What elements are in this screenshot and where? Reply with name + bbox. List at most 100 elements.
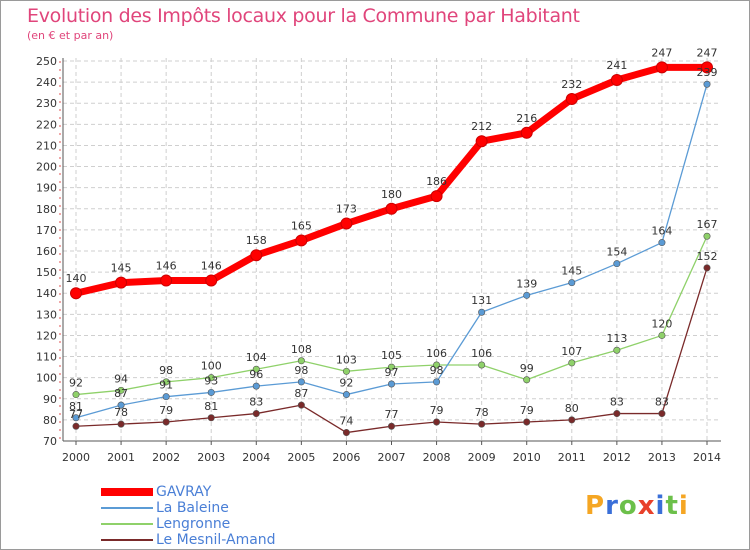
data-label-lengronne: 120 [651, 317, 672, 330]
y-tick-label: 190 [36, 182, 57, 195]
logo-letter: i [655, 491, 666, 521]
point-la-baleine [117, 401, 125, 409]
point-lengronne [252, 365, 260, 373]
data-label-gavray: 247 [651, 46, 672, 59]
data-label-gavray: 146 [201, 260, 222, 273]
point-le-mesnil-amand [703, 264, 711, 272]
data-label-le-mesnil-amand: 79 [159, 404, 173, 417]
point-la-baleine [387, 380, 395, 388]
point-la-baleine [433, 378, 441, 386]
legend-label-gavray: GAVRAY [156, 484, 212, 500]
y-tick-label: 130 [36, 308, 57, 321]
point-la-baleine [658, 239, 666, 247]
point-le-mesnil-amand [72, 422, 80, 430]
point-lengronne [162, 378, 170, 386]
x-tick-label: 2004 [242, 451, 270, 464]
point-la-baleine [703, 80, 711, 88]
data-label-gavray: 146 [156, 260, 177, 273]
logo-letter: P [585, 491, 606, 521]
data-label-le-mesnil-amand: 77 [69, 408, 83, 421]
point-gavray [205, 274, 218, 287]
point-gavray [701, 61, 713, 74]
x-tick-label: 2000 [62, 451, 90, 464]
point-le-mesnil-amand [568, 416, 576, 424]
x-tick-label: 2009 [468, 451, 496, 464]
point-lengronne [433, 361, 441, 369]
data-label-lengronne: 105 [381, 349, 402, 362]
y-tick-label: 200 [36, 161, 57, 174]
point-le-mesnil-amand [117, 420, 125, 428]
point-gavray [475, 135, 488, 148]
data-label-la-baleine: 87 [114, 387, 128, 400]
point-lengronne [523, 376, 531, 384]
y-tick-label: 140 [36, 287, 57, 300]
data-label-lengronne: 104 [246, 351, 267, 364]
data-label-le-mesnil-amand: 83 [655, 396, 669, 409]
chart-subtitle: (en € et par an) [27, 29, 114, 42]
x-tick-label: 2008 [423, 451, 451, 464]
point-lengronne [342, 367, 350, 375]
x-tick-label: 2005 [287, 451, 315, 464]
point-lengronne [658, 331, 666, 339]
y-tick-label: 240 [36, 76, 57, 89]
data-label-la-baleine: 145 [561, 265, 582, 278]
data-label-gavray: 232 [561, 78, 582, 91]
data-label-la-baleine: 154 [606, 246, 627, 259]
logo-letter: o [618, 491, 638, 521]
point-le-mesnil-amand [433, 418, 441, 426]
point-lengronne [703, 232, 711, 240]
point-gavray [70, 287, 82, 300]
point-gavray [430, 190, 443, 203]
data-label-lengronne: 113 [606, 332, 627, 345]
x-tick-label: 2002 [152, 451, 180, 464]
x-tick-label: 2001 [107, 451, 135, 464]
point-gavray [115, 276, 128, 289]
logo-letter: t [665, 491, 679, 521]
y-tick-label: 210 [36, 139, 57, 152]
data-label-le-mesnil-amand: 78 [475, 406, 489, 419]
data-label-le-mesnil-amand: 79 [520, 404, 534, 417]
data-label-gavray: 173 [336, 203, 357, 216]
point-le-mesnil-amand [297, 401, 305, 409]
data-label-le-mesnil-amand: 79 [430, 404, 444, 417]
x-tick-label: 2014 [693, 451, 721, 464]
y-tick-label: 120 [36, 329, 57, 342]
point-le-mesnil-amand [252, 410, 260, 418]
data-label-la-baleine: 239 [697, 66, 718, 79]
legend-swatch-lengronne [101, 523, 153, 525]
data-label-le-mesnil-amand: 87 [294, 387, 308, 400]
data-label-la-baleine: 98 [294, 364, 308, 377]
x-tick-label: 2006 [332, 451, 360, 464]
data-label-le-mesnil-amand: 152 [697, 250, 718, 263]
point-le-mesnil-amand [658, 410, 666, 418]
point-lengronne [387, 363, 395, 371]
point-lengronne [478, 361, 486, 369]
data-label-gavray: 216 [516, 112, 537, 125]
data-label-la-baleine: 93 [204, 374, 218, 387]
series-layer [70, 61, 713, 437]
point-la-baleine [162, 393, 170, 401]
x-tick-label: 2013 [648, 451, 676, 464]
data-label-lengronne: 100 [201, 360, 222, 373]
point-la-baleine [523, 291, 531, 299]
data-label-gavray: 145 [111, 262, 132, 275]
y-tick-label: 170 [36, 224, 57, 237]
data-label-le-mesnil-amand: 80 [565, 402, 579, 415]
x-tick-label: 2012 [603, 451, 631, 464]
legend-label-lengronne: Lengronne [156, 516, 231, 532]
y-tick-label: 90 [43, 393, 57, 406]
point-gavray [610, 74, 623, 86]
labels-layer: 77 78 79 81 83 87 74 77 79 78 79 80 83 83 152 92 94 98 100… [66, 46, 718, 427]
data-label-lengronne: 167 [697, 218, 718, 231]
data-label-lengronne: 107 [561, 345, 582, 358]
y-tick-label: 250 [36, 55, 57, 68]
point-gavray [295, 234, 308, 247]
point-gavray [340, 217, 353, 230]
point-lengronne [72, 391, 80, 399]
data-label-gavray: 158 [246, 234, 267, 247]
data-label-lengronne: 108 [291, 343, 312, 356]
x-tick-label: 2003 [197, 451, 225, 464]
point-le-mesnil-amand [342, 429, 350, 437]
data-label-gavray: 180 [381, 188, 402, 201]
